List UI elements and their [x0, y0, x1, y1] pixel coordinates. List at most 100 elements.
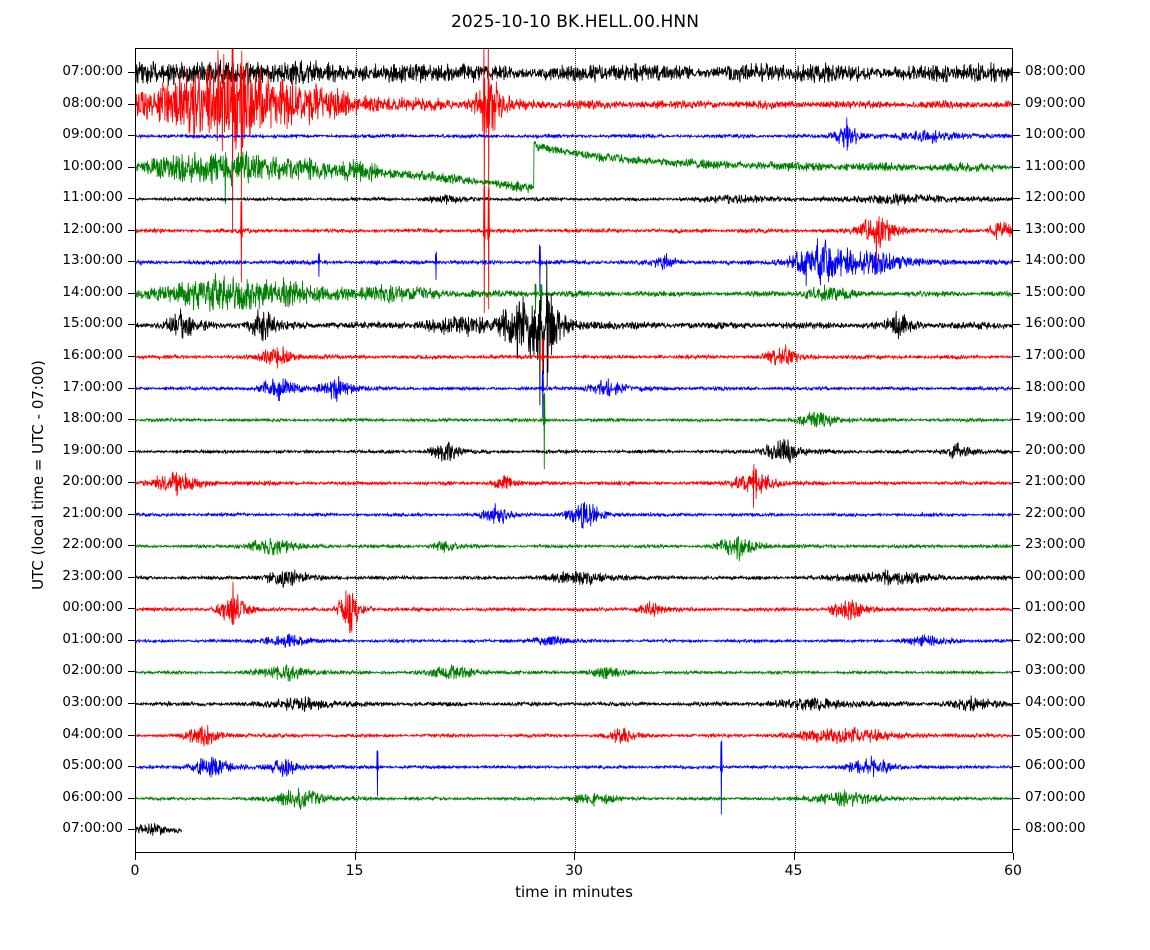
y-tick-left-18	[128, 639, 135, 641]
y-tick-right-6	[1013, 261, 1020, 263]
y-axis-right-label-0: 08:00:00	[1025, 63, 1086, 79]
y-tick-left-2	[128, 135, 135, 137]
y-axis-label: UTC (local time = UTC - 07:00)	[29, 360, 47, 590]
seismogram-traces	[136, 49, 1012, 836]
y-axis-right-label-15: 23:00:00	[1025, 536, 1086, 553]
x-tick-45	[793, 853, 795, 860]
y-axis-right-label-23: 07:00:00	[1025, 788, 1086, 805]
y-tick-right-24	[1013, 829, 1020, 831]
y-axis-label-wrapper: UTC (local time = UTC - 07:00)	[26, 0, 50, 950]
y-axis-right-label-18: 02:00:00	[1025, 630, 1086, 647]
trace-04-00-00	[136, 724, 1012, 747]
trace-19-00-00	[136, 438, 1012, 464]
trace-01-00-00	[136, 633, 1012, 648]
y-axis-left-label-1: 08:00:00	[62, 94, 123, 111]
y-tick-right-12	[1013, 450, 1020, 452]
y-axis-right-label-2: 10:00:00	[1025, 126, 1086, 143]
y-tick-left-20	[128, 703, 135, 704]
y-tick-left-12	[128, 450, 135, 452]
y-tick-right-1	[1013, 103, 1020, 105]
y-axis-right-label-4: 12:00:00	[1025, 189, 1086, 206]
y-tick-left-23	[128, 797, 135, 799]
x-axis-label-15: 15	[345, 863, 364, 879]
y-tick-left-15	[128, 545, 135, 547]
trace-16-00-00	[136, 338, 1012, 392]
y-axis-left-label-2: 09:00:00	[62, 126, 123, 143]
y-axis-right-label-7: 15:00:00	[1025, 283, 1086, 300]
trace-02-00-00	[136, 663, 1012, 682]
y-axis-right-label-24: 08:00:00	[1025, 820, 1086, 837]
y-tick-left-19	[128, 671, 135, 673]
x-axis-label-30: 30	[565, 863, 583, 879]
y-axis-left-label-4: 11:00:00	[62, 189, 123, 206]
y-tick-left-3	[128, 166, 135, 168]
y-tick-left-6	[128, 261, 135, 263]
y-axis-right-label-17: 01:00:00	[1025, 599, 1086, 616]
y-tick-right-0	[1013, 72, 1020, 73]
x-tick-15	[354, 853, 356, 860]
x-tick-30	[574, 853, 575, 860]
trace-14-00-00	[136, 273, 1012, 314]
y-axis-right-label-5: 13:00:00	[1025, 220, 1086, 237]
trace-10-00-00	[136, 141, 1012, 204]
y-axis-left-label-10: 17:00:00	[62, 378, 123, 395]
y-tick-right-20	[1013, 703, 1020, 704]
y-tick-right-21	[1013, 734, 1020, 736]
x-axis-label: time in minutes	[515, 883, 633, 901]
y-axis-left-label-19: 02:00:00	[62, 662, 123, 679]
y-tick-left-22	[128, 766, 135, 768]
y-axis-right-label-6: 14:00:00	[1025, 252, 1086, 269]
x-tick-60	[1013, 853, 1014, 860]
y-tick-left-11	[128, 419, 135, 421]
y-axis-right-label-10: 18:00:00	[1025, 378, 1086, 395]
y-axis-right-label-20: 04:00:00	[1025, 694, 1086, 710]
y-axis-left-label-12: 19:00:00	[62, 441, 123, 458]
x-tick-0	[135, 853, 136, 860]
y-tick-right-9	[1013, 355, 1020, 357]
y-tick-left-21	[128, 734, 135, 736]
trace-13-00-00	[136, 238, 1012, 293]
y-axis-right-label-11: 19:00:00	[1025, 410, 1086, 427]
grid-line-15	[355, 49, 357, 852]
x-axis-label-0: 0	[130, 863, 140, 879]
trace-07-00-00	[136, 59, 1012, 87]
y-axis-right-label-16: 00:00:00	[1025, 567, 1086, 584]
y-tick-left-14	[128, 513, 135, 515]
y-axis-left-label-17: 00:00:00	[62, 599, 123, 616]
y-tick-left-24	[128, 829, 135, 831]
y-axis-left-label-16: 23:00:00	[62, 567, 123, 584]
y-axis-right-label-3: 11:00:00	[1025, 157, 1086, 174]
y-tick-left-9	[128, 355, 135, 357]
y-tick-right-3	[1013, 166, 1020, 168]
y-axis-left-label-22: 05:00:00	[62, 757, 123, 774]
trace-03-00-00	[136, 695, 1012, 712]
y-tick-left-16	[128, 576, 135, 578]
y-tick-left-1	[128, 103, 135, 105]
y-axis-right-label-12: 20:00:00	[1025, 441, 1086, 458]
y-tick-right-5	[1013, 229, 1020, 231]
y-axis-right-label-22: 06:00:00	[1025, 757, 1086, 774]
y-axis-right-label-21: 05:00:00	[1025, 725, 1086, 742]
y-axis-right-label-9: 17:00:00	[1025, 346, 1086, 363]
page-title: 2025-10-10 BK.HELL.00.HNN	[450, 12, 700, 32]
trace-21-00-00	[136, 501, 1012, 529]
y-tick-left-7	[128, 292, 135, 294]
y-tick-left-17	[128, 608, 135, 610]
y-tick-right-4	[1013, 198, 1020, 200]
y-axis-right-label-13: 21:00:00	[1025, 473, 1086, 490]
y-tick-right-15	[1013, 545, 1020, 547]
y-tick-right-10	[1013, 387, 1020, 389]
trace-23-00-00	[136, 569, 1012, 589]
plot-area[interactable]	[135, 48, 1013, 853]
y-tick-right-8	[1013, 324, 1020, 326]
y-axis-left-label-18: 01:00:00	[62, 630, 123, 647]
y-tick-right-11	[1013, 419, 1020, 421]
trace-20-00-00	[136, 464, 1012, 508]
y-axis-left-label-21: 04:00:00	[62, 725, 123, 742]
y-tick-right-7	[1013, 292, 1020, 294]
y-tick-right-19	[1013, 671, 1020, 673]
y-axis-left-label-24: 07:00:00	[62, 820, 123, 837]
trace-00-00-00	[136, 581, 1012, 634]
trace-22-00-00	[136, 536, 1012, 562]
